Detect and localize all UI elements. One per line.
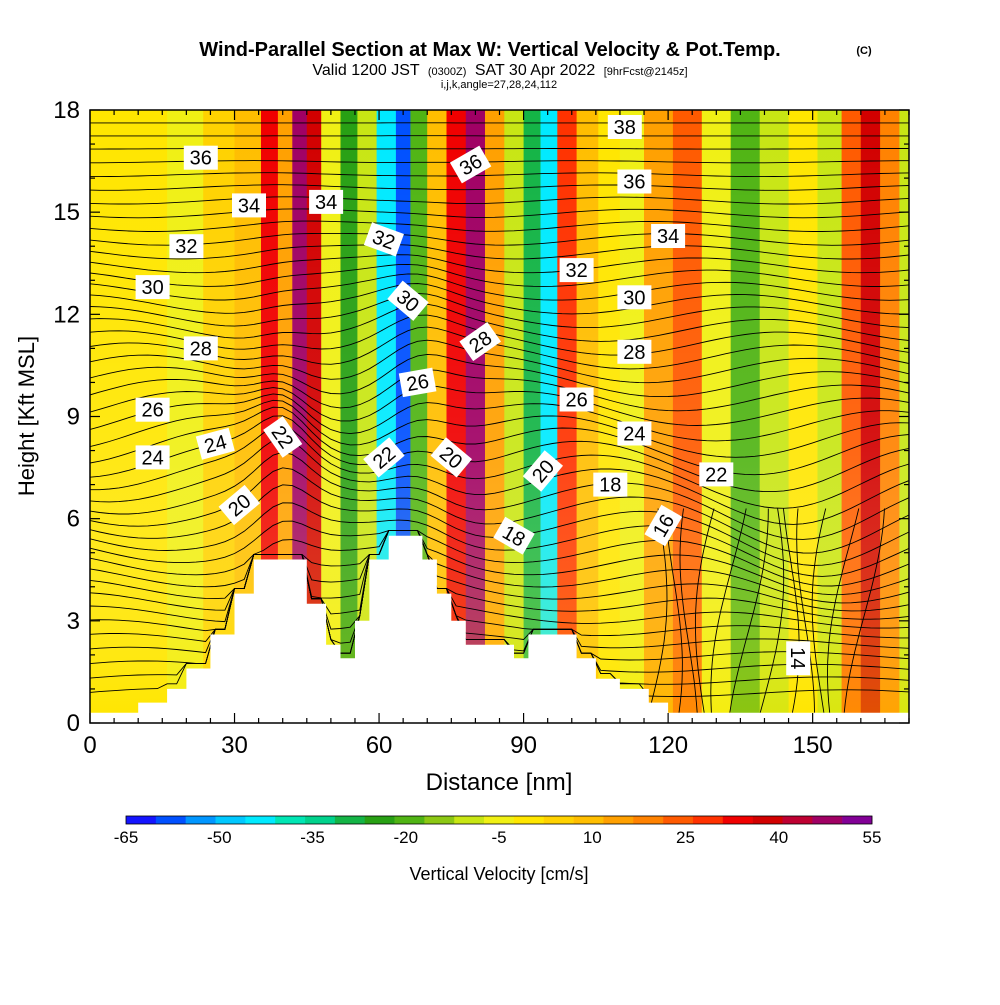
contour-label-text: 24 xyxy=(141,447,163,469)
contour-label: 24 xyxy=(617,422,651,446)
colorbar-swatch xyxy=(753,816,783,824)
contour-label: 18 xyxy=(593,473,627,497)
contour-label: 36 xyxy=(184,146,218,170)
colorbar-tick-label: -35 xyxy=(300,828,325,847)
chart-title: Wind-Parallel Section at Max W: Vertical… xyxy=(199,39,780,61)
colorbar-swatch xyxy=(603,816,633,824)
contour-label: 26 xyxy=(560,388,594,412)
contour-label: 28 xyxy=(184,336,218,360)
colorbar-tick-label: 25 xyxy=(676,828,695,847)
colorbar-swatch xyxy=(633,816,663,824)
contour-label: 32 xyxy=(169,234,203,258)
colorbar-swatch xyxy=(186,816,216,824)
contour-label: 34 xyxy=(232,193,266,217)
colorbar-swatch xyxy=(782,816,812,824)
colorbar-swatch xyxy=(663,816,693,824)
contour-label-text: 28 xyxy=(190,338,212,360)
contour-label-text: 28 xyxy=(623,342,645,364)
contour-label-text: 32 xyxy=(175,236,197,258)
contour-label-text: 22 xyxy=(705,464,727,486)
y-tick-label: 18 xyxy=(53,97,80,124)
contour-label-text: 32 xyxy=(565,260,587,282)
colorbar-swatch xyxy=(842,816,872,824)
colorbar-swatch xyxy=(484,816,514,824)
colorbar-swatch xyxy=(365,816,395,824)
contour-label-text: 24 xyxy=(623,424,645,446)
contour-label-text: 14 xyxy=(786,647,808,669)
colorbar-swatch xyxy=(245,816,275,824)
contour-label: 22 xyxy=(699,462,733,486)
colorbar-tick-label: -65 xyxy=(114,828,139,847)
y-tick-label: 0 xyxy=(67,710,80,737)
x-tick-label: 60 xyxy=(366,732,393,759)
contour-label: 26 xyxy=(136,398,170,422)
contour-label-text: 26 xyxy=(565,390,587,412)
colorbar-swatch xyxy=(693,816,723,824)
x-tick-label: 150 xyxy=(793,732,833,759)
contour-label: 24 xyxy=(136,445,170,469)
colorbar-tick-label: -5 xyxy=(491,828,506,847)
colorbar-swatch xyxy=(305,816,335,824)
y-axis-label: Height [Kft MSL] xyxy=(14,336,39,496)
y-tick-label: 12 xyxy=(53,301,80,328)
contour-label: 28 xyxy=(617,340,651,364)
colorbar-swatch xyxy=(574,816,604,824)
x-axis-label: Distance [nm] xyxy=(426,769,573,796)
colorbar-tick-label: 40 xyxy=(769,828,788,847)
x-tick-label: 120 xyxy=(648,732,688,759)
contour-label-text: 30 xyxy=(141,277,163,299)
colorbar-swatch xyxy=(395,816,425,824)
chart-subtitle: Valid 1200 JST (0300Z) SAT 30 Apr 2022 [… xyxy=(312,62,687,79)
contour-label: 34 xyxy=(309,190,343,214)
contour-label-text: 30 xyxy=(623,287,645,309)
contour-label: 38 xyxy=(608,115,642,139)
colorbar-tick-label: 10 xyxy=(583,828,602,847)
contour-label-text: 36 xyxy=(623,172,645,194)
contour-label-text: 36 xyxy=(190,148,212,170)
field-shading xyxy=(90,110,909,723)
contour-label: 34 xyxy=(651,224,685,248)
contour-label: 32 xyxy=(560,258,594,282)
x-tick-label: 90 xyxy=(510,732,537,759)
colorbar-swatch xyxy=(156,816,186,824)
colorbar-swatch xyxy=(454,816,484,824)
colorbar-tick-label: -20 xyxy=(394,828,419,847)
contour-label: 14 xyxy=(786,641,810,675)
colorbar-swatch xyxy=(424,816,454,824)
colorbar-swatch xyxy=(216,816,246,824)
contour-label-text: 38 xyxy=(614,117,636,139)
colorbar-swatch xyxy=(335,816,365,824)
contour-label-text: 26 xyxy=(405,371,431,397)
contour-label-text: 34 xyxy=(315,192,337,214)
colorbar-swatch xyxy=(275,816,305,824)
chart-indices: i,j,k,angle=27,28,24,112 xyxy=(441,79,557,91)
contour-label-text: 26 xyxy=(141,400,163,422)
colorbar-label: Vertical Velocity [cm/s] xyxy=(409,864,588,884)
contour-label: 36 xyxy=(617,170,651,194)
colorbar-swatch xyxy=(723,816,753,824)
colorbar-tick-label: 55 xyxy=(863,828,882,847)
contour-label: 30 xyxy=(136,275,170,299)
contour-label-text: 18 xyxy=(599,475,621,497)
contour-label-text: 34 xyxy=(238,195,260,217)
copyright-label: (C) xyxy=(856,45,872,57)
contour-label-text: 34 xyxy=(657,226,679,248)
y-tick-label: 3 xyxy=(67,608,80,635)
colorbar: -65 -50 -35 -20 -5 10 25 40 55 xyxy=(114,816,882,847)
x-tick-label: 0 xyxy=(83,732,96,759)
contour-label: 30 xyxy=(617,285,651,309)
colorbar-swatch xyxy=(126,816,156,824)
x-tick-label: 30 xyxy=(221,732,248,759)
colorbar-tick-label: -50 xyxy=(207,828,232,847)
y-tick-label: 6 xyxy=(67,506,80,533)
y-tick-label: 15 xyxy=(53,199,80,226)
colorbar-swatch xyxy=(812,816,842,824)
colorbar-swatch xyxy=(544,816,574,824)
colorbar-swatch xyxy=(514,816,544,824)
y-tick-label: 9 xyxy=(67,404,80,431)
